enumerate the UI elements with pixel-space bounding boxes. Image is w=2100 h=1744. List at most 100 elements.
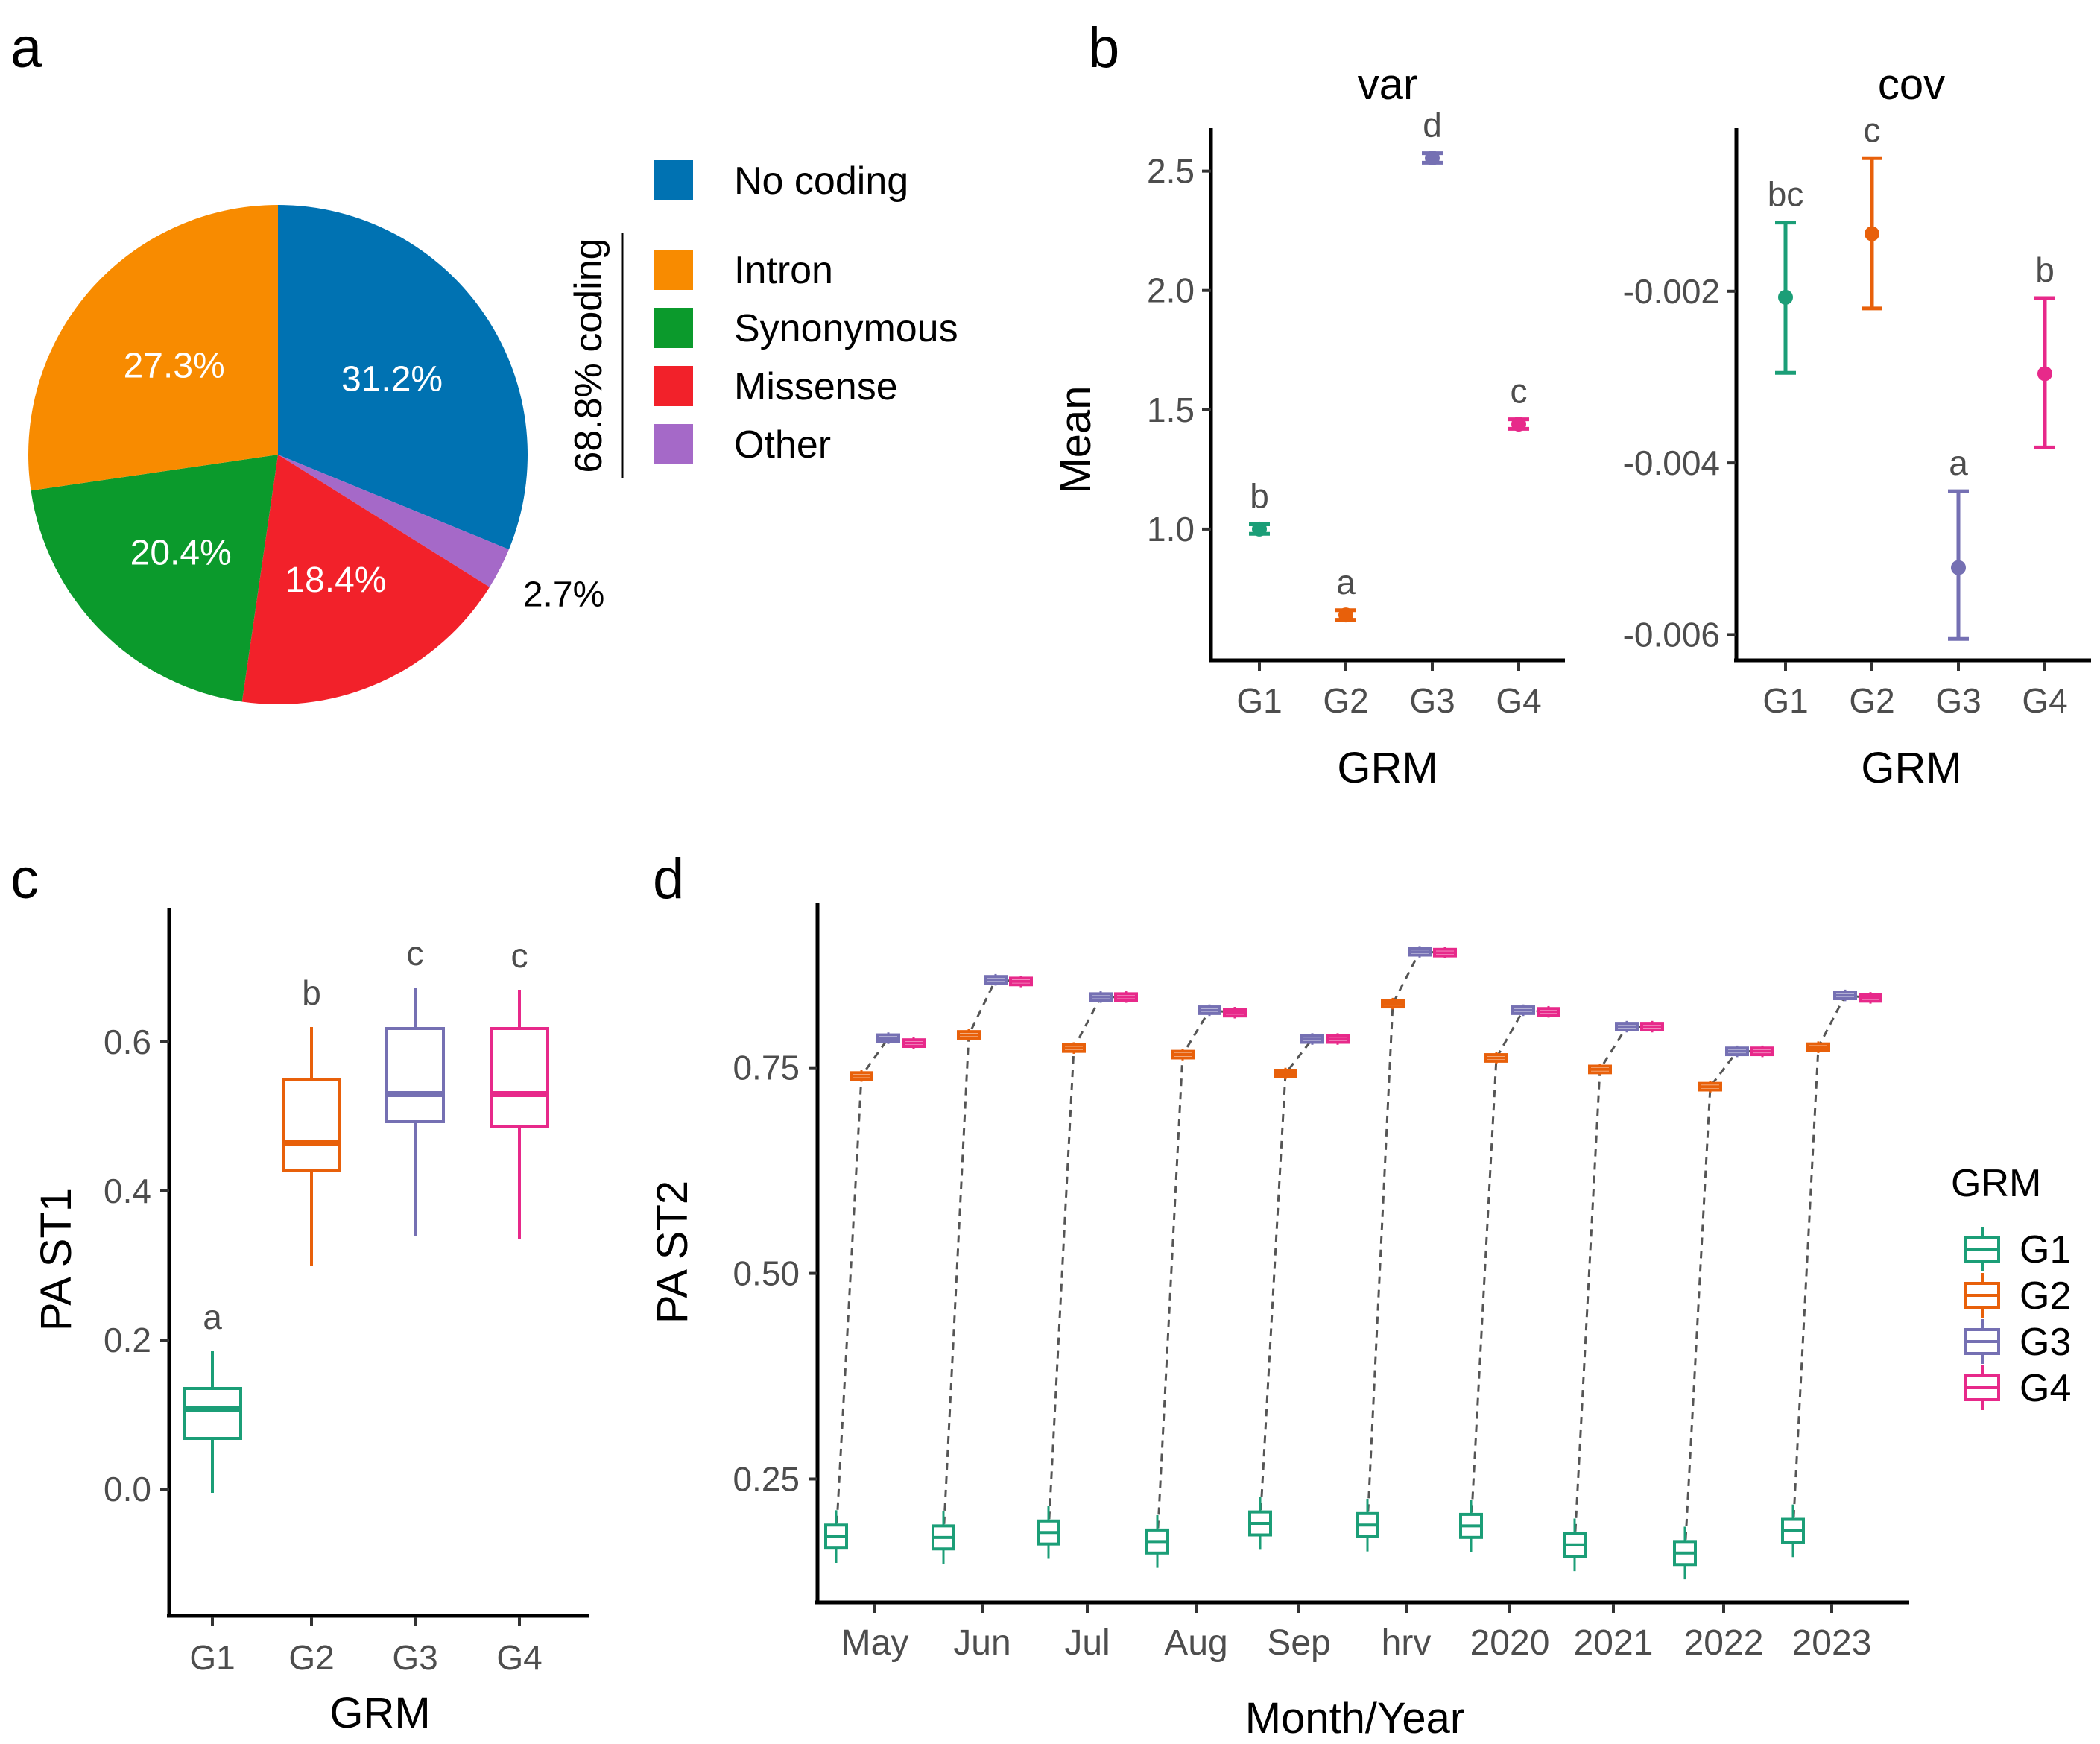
legend-label-no-coding: No coding	[734, 159, 908, 203]
x-tick-label: G4	[2022, 681, 2067, 720]
significance-letter: a	[1949, 443, 1968, 482]
legend-label-g1: G1	[2020, 1228, 2071, 1271]
facet-title-cov: cov	[1878, 60, 1945, 109]
facet-var-ticks: 1.0 1.5 2.0 2.5 G1 G2 G3 G4	[1147, 152, 1542, 720]
x-tick-label: 2022	[1684, 1623, 1764, 1663]
x-tick-label: G1	[1236, 681, 1282, 720]
pie-slice-label-synonymous: 20.4%	[130, 533, 232, 572]
facet-var: var 1.0 1.5 2.0 2.5 G1 G2 G3 G4 b a d c GRM	[1147, 60, 1565, 792]
x-tick-label: G2	[1849, 681, 1894, 720]
y-tick-label: 2.0	[1147, 271, 1195, 310]
x-tick-label: G3	[392, 1638, 437, 1677]
y-tick-label: 0.2	[104, 1321, 151, 1359]
x-axis-title: GRM	[1861, 744, 1961, 792]
x-tick-label: G4	[1496, 681, 1541, 720]
significance-letter: b	[302, 973, 321, 1012]
connector-line-2020	[1470, 1008, 1549, 1526]
legend-label-g3: G3	[2020, 1321, 2071, 1364]
panel-label-a: a	[10, 16, 42, 80]
facet-cov-points: bc c a b	[1768, 110, 2055, 641]
significance-letter: c	[511, 936, 528, 975]
y-tick-label: -0.004	[1623, 443, 1720, 482]
x-tick-label: Jul	[1064, 1623, 1110, 1663]
panel-c-ticks: 0.0 0.2 0.4 0.6 G1 G2 G3 G4	[104, 1023, 543, 1677]
x-tick-label: G3	[1409, 681, 1455, 720]
legend-title: GRM	[1951, 1162, 2041, 1205]
connector-line-2022	[1683, 1050, 1762, 1553]
pie-slice-synonymous	[31, 455, 278, 702]
y-tick-label: 0.4	[104, 1172, 151, 1210]
pie-slice-label-intron: 27.3%	[124, 346, 225, 385]
y-tick-label: 0.6	[104, 1023, 151, 1061]
point-var-g3	[1425, 151, 1440, 166]
x-axis-title: Month/Year	[1245, 1694, 1465, 1743]
y-axis-title: PA ST2	[648, 1181, 697, 1324]
point-var-g2	[1338, 607, 1353, 623]
x-tick-label: 2020	[1470, 1623, 1550, 1663]
legend-swatch-intron	[654, 250, 693, 290]
connector-line-sep	[1259, 1037, 1338, 1524]
x-tick-label: Sep	[1267, 1623, 1330, 1663]
significance-letter: bc	[1768, 175, 1804, 214]
pie-legend: No coding Intron Synonymous Missense Other	[654, 159, 958, 467]
legend-label-missense: Missense	[734, 365, 898, 408]
pie-slice-missense	[241, 455, 490, 704]
legend-swatch-missense	[654, 366, 693, 406]
x-tick-label: G1	[189, 1638, 235, 1677]
panel-d-connector-lines	[835, 950, 1871, 1553]
point-var-g4	[1511, 417, 1526, 432]
box-g2-iqr	[282, 1078, 341, 1172]
pie-slice-label-missense: 18.4%	[285, 560, 386, 600]
legend-swatch-no-coding	[654, 160, 693, 200]
significance-letter: c	[1511, 372, 1528, 411]
pie-slice-no-coding	[278, 205, 528, 550]
x-tick-label: Jun	[953, 1623, 1011, 1663]
y-tick-label: 2.5	[1147, 152, 1195, 191]
x-axis-title: GRM	[1337, 744, 1438, 792]
panel-d-boxplot: 0.25 0.50 0.75 May Jun Jul Aug Sep hrv 2020 2021 20…	[648, 903, 1909, 1743]
pie-slice-intron	[28, 205, 279, 491]
panel-label-d: d	[653, 847, 684, 911]
point-cov-g3	[1951, 560, 1966, 575]
significance-letter: c	[1864, 110, 1881, 149]
x-tick-label: G1	[1762, 681, 1808, 720]
box-g1-iqr	[183, 1387, 242, 1440]
x-tick-label: hrv	[1382, 1623, 1432, 1663]
significance-letter: b	[1250, 476, 1269, 515]
x-tick-label: G3	[1935, 681, 1981, 720]
pie-slice-label-no-coding: 31.2%	[341, 359, 443, 399]
legend-swatch-synonymous	[654, 308, 693, 348]
connector-line-aug	[1156, 1008, 1236, 1542]
y-axis-title: PA ST1	[32, 1188, 80, 1331]
y-tick-label: 1.5	[1147, 391, 1195, 429]
y-tick-label: 0.0	[104, 1470, 151, 1508]
x-axis-title: GRM	[329, 1689, 430, 1737]
panel-c-boxplot: 0.0 0.2 0.4 0.6 G1 G2 G3 G4 a b c c PA ST1 GRM	[32, 908, 589, 1737]
legend-label-g2: G2	[2020, 1274, 2071, 1318]
significance-letter: d	[1423, 106, 1442, 145]
point-cov-g2	[1865, 226, 1879, 241]
y-tick-label: -0.002	[1623, 272, 1720, 311]
pie-slice-other	[278, 455, 509, 587]
box-g4-iqr	[490, 1027, 549, 1128]
pie-slice-label-other: 2.7%	[523, 575, 604, 615]
panel-d-ticks: 0.25 0.50 0.75 May Jun Jul Aug Sep hrv 2020 2021 20…	[733, 1049, 1871, 1663]
panel-d-boxes	[824, 946, 1882, 1580]
legend-label-g4: G4	[2020, 1367, 2071, 1410]
panel-label-c: c	[10, 847, 39, 911]
x-tick-label: Aug	[1164, 1623, 1227, 1663]
point-cov-g1	[1778, 289, 1793, 305]
connector-line-may	[835, 1037, 914, 1537]
x-tick-label: May	[841, 1623, 909, 1663]
y-tick-label: 0.50	[733, 1254, 800, 1293]
connector-line-jul	[1047, 996, 1126, 1533]
x-tick-label: 2021	[1574, 1623, 1654, 1663]
connector-line-jun	[942, 979, 1022, 1538]
legend-label-intron: Intron	[734, 249, 833, 292]
point-cov-g4	[2037, 366, 2052, 382]
panel-label-b: b	[1088, 16, 1119, 80]
x-tick-label: G2	[288, 1638, 334, 1677]
pie-chart: 31.2% 2.7% 18.4% 20.4% 27.3%	[28, 205, 604, 704]
